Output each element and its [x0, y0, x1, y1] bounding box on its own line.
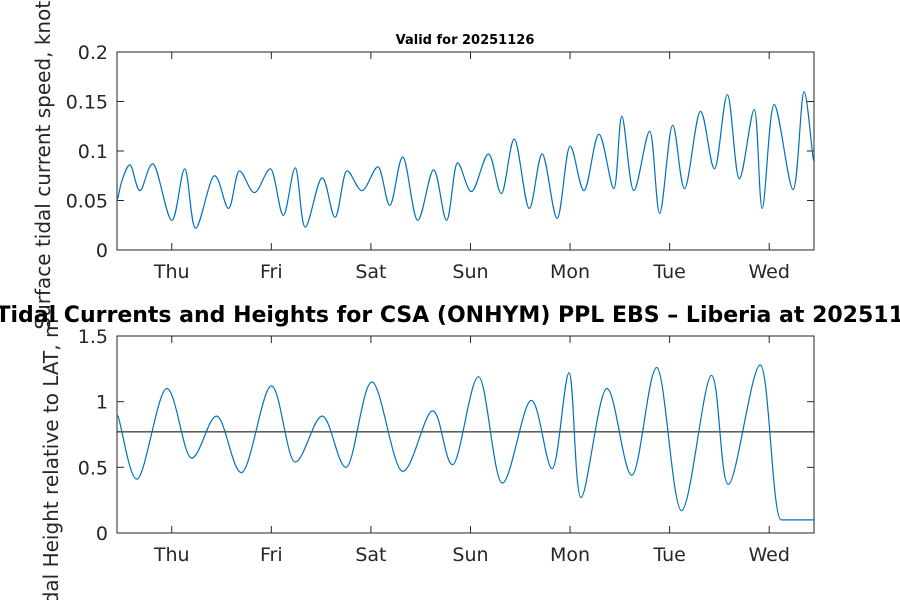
current-speed-xtick-label: Thu: [153, 261, 190, 283]
tidal-height-xtick-label: Tue: [652, 544, 685, 566]
tidal-height-xtick-label: Mon: [550, 544, 590, 566]
current-speed-plot-area: [116, 51, 815, 251]
tidal-height-xtick-label: Thu: [153, 544, 190, 566]
tidal-height-xtick-label: Sat: [355, 544, 386, 566]
current-speed-series-line: [116, 90, 815, 229]
current-speed-ytick-label: 0.05: [66, 191, 108, 213]
tidal-height-plot-area: [116, 335, 815, 534]
tidal-height-xtick-label: Wed: [748, 544, 789, 566]
tidal-height-xtick-label: Sun: [452, 544, 488, 566]
current-speed-ytick-label: 0.1: [78, 141, 108, 163]
current-speed-xtick-label: Sat: [355, 261, 386, 283]
figure-title: Tidal Currents and Heights for CSA (ONHY…: [0, 303, 900, 328]
current-speed-panel: 0 0.05 0.1 0.15 0.2 Thu Fri Sat Sun Mon Tue Wed Val…: [31, 0, 815, 330]
current-speed-xtick-label: Mon: [550, 261, 590, 283]
current-speed-xtick-label: Sun: [452, 261, 488, 283]
tidal-height-xtick-label: Fri: [260, 544, 283, 566]
tidal-height-ytick-label: 1.5: [78, 326, 108, 348]
current-speed-xtick-label: Tue: [652, 261, 685, 283]
tidal-height-ytick-label: 1: [96, 392, 108, 414]
current-speed-xtick-label: Fri: [260, 261, 283, 283]
current-speed-ytick-label: 0.15: [66, 92, 108, 114]
current-speed-ylabel: Surface tidal current speed, knots: [31, 0, 55, 330]
tidal-height-panel: 0 0.5 1 1.5 Thu Fri Sat Sun Mon Tue Wed Tidal Heig…: [39, 319, 815, 600]
tidal-height-tick-labels: 0 0.5 1 1.5 Thu Fri Sat Sun Mon Tue Wed: [78, 326, 790, 566]
current-speed-title: Valid for 20251126: [396, 33, 535, 48]
current-speed-tick-labels: 0 0.05 0.1 0.15 0.2 Thu Fri Sat Sun Mon Tue Wed: [66, 42, 790, 283]
current-speed-ytick-label: 0.2: [78, 42, 108, 64]
current-speed-xtick-label: Wed: [748, 261, 789, 283]
tidal-height-series-line: [116, 364, 814, 521]
current-speed-ytick-label: 0: [96, 240, 108, 262]
tidal-height-ytick-label: 0: [96, 523, 108, 545]
current-speed-ticks: [117, 51, 814, 251]
tidal-height-ticks: [117, 335, 814, 534]
tidal-height-ylabel: Tidal Height relative to LAT, m: [39, 319, 63, 600]
tidal-height-ytick-label: 0.5: [78, 457, 108, 479]
